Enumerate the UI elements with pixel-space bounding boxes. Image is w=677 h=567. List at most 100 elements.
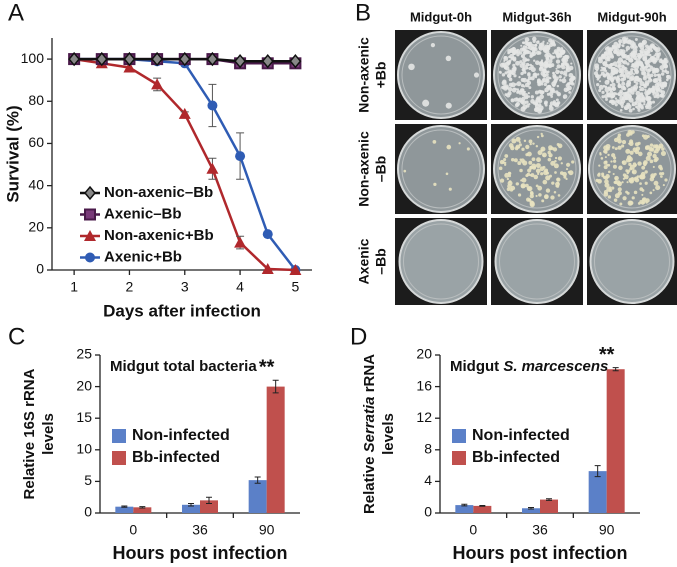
colony xyxy=(508,55,511,59)
colony xyxy=(542,71,546,75)
colony xyxy=(555,67,558,70)
colony xyxy=(529,142,532,146)
colony xyxy=(632,147,638,153)
colony xyxy=(504,65,510,71)
colony xyxy=(632,55,638,60)
colony xyxy=(535,194,538,198)
colony xyxy=(647,51,651,55)
colony xyxy=(629,139,634,144)
colony xyxy=(512,58,517,62)
colony xyxy=(621,140,627,145)
colony xyxy=(660,85,665,90)
colony xyxy=(552,100,556,104)
colony xyxy=(555,52,561,58)
colony xyxy=(607,170,611,174)
colony xyxy=(511,138,517,144)
y-axis-label-part: levels xyxy=(40,413,57,455)
colony xyxy=(635,90,641,96)
colony xyxy=(527,73,531,77)
colony xyxy=(642,201,646,204)
y-axis-label-part: Relative 16S rRNA xyxy=(21,368,38,499)
colony xyxy=(523,85,526,88)
colony xyxy=(540,134,544,138)
colony xyxy=(606,72,609,75)
colony xyxy=(530,173,535,178)
plate xyxy=(397,31,485,119)
colony xyxy=(644,59,650,65)
colony xyxy=(596,74,601,79)
marker xyxy=(95,51,108,67)
colony xyxy=(550,146,555,151)
colony xyxy=(543,194,549,200)
plate xyxy=(397,125,485,213)
colony xyxy=(642,76,647,81)
colony xyxy=(521,41,525,45)
bar xyxy=(266,386,285,513)
y-axis-label: Survival (%) xyxy=(3,105,22,202)
row-header: –Bb xyxy=(373,156,389,182)
colony xyxy=(615,180,621,186)
colony xyxy=(542,40,545,43)
colony xyxy=(658,172,663,176)
colony xyxy=(526,172,531,177)
colony xyxy=(644,146,649,150)
y-tick-label: 20 xyxy=(416,346,432,362)
colony xyxy=(554,171,557,174)
colony xyxy=(570,75,576,81)
colony xyxy=(604,182,610,188)
colony xyxy=(521,100,527,106)
marker xyxy=(234,54,247,69)
colony xyxy=(606,187,612,192)
legend-label: Axenic+Bb xyxy=(104,248,182,265)
colony xyxy=(611,82,616,88)
colony xyxy=(535,145,539,148)
colony xyxy=(530,95,534,99)
row-header: Non-axenic xyxy=(356,131,372,207)
y-axis-label-part: rRNA xyxy=(361,354,378,397)
colony xyxy=(629,44,635,49)
colony xyxy=(612,172,615,176)
colony xyxy=(505,86,509,90)
colony xyxy=(655,88,660,93)
colony xyxy=(603,94,609,99)
colony xyxy=(609,83,613,87)
colony xyxy=(503,157,507,162)
y-tick-label: 100 xyxy=(21,50,45,66)
colony xyxy=(533,174,539,180)
colony xyxy=(570,62,573,65)
colony xyxy=(628,108,633,113)
legend-swatch xyxy=(452,451,466,465)
colony xyxy=(601,95,605,99)
x-axis-label: Hours post infection xyxy=(113,543,288,563)
colony xyxy=(529,193,534,199)
colony xyxy=(515,136,521,142)
colony xyxy=(611,146,615,149)
colony xyxy=(556,64,561,69)
colony xyxy=(535,76,538,79)
colony xyxy=(616,51,622,57)
colony xyxy=(652,165,655,168)
colony xyxy=(661,69,665,73)
colony xyxy=(522,92,525,96)
bar xyxy=(455,505,474,513)
colony xyxy=(619,73,623,78)
significance: ** xyxy=(599,344,615,366)
colony xyxy=(501,73,506,77)
colony xyxy=(649,73,654,78)
colony xyxy=(534,90,539,95)
colony xyxy=(655,94,660,99)
colony xyxy=(501,80,507,86)
colony xyxy=(499,178,505,183)
colony xyxy=(555,69,560,75)
colony xyxy=(653,180,659,186)
colony xyxy=(541,152,547,158)
colony xyxy=(647,151,653,157)
marker xyxy=(262,229,273,240)
colony xyxy=(626,132,630,137)
colony xyxy=(632,107,635,111)
colony xyxy=(613,181,617,184)
colony xyxy=(617,187,622,192)
colony xyxy=(545,56,550,61)
colony xyxy=(647,45,653,51)
bar xyxy=(200,500,218,513)
